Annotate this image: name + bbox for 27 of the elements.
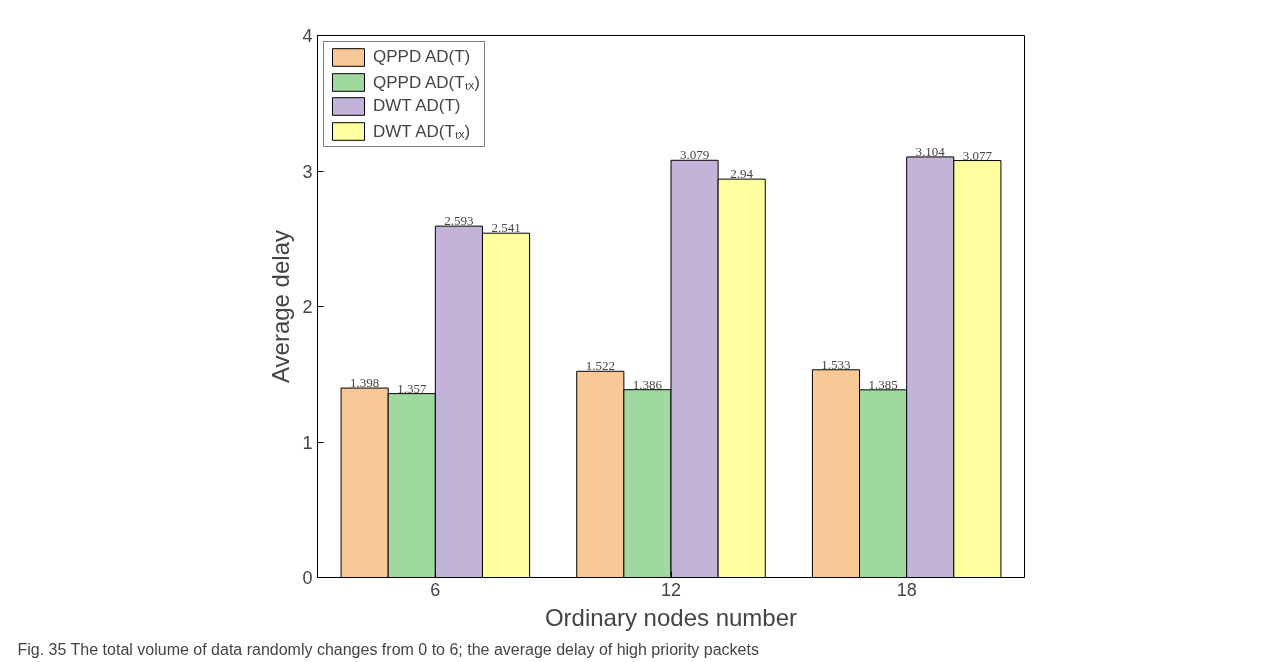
y-tick-label: 1 xyxy=(302,432,313,453)
x-tick-label: 18 xyxy=(896,579,917,600)
y-tick-label: 3 xyxy=(302,161,313,182)
y-tick-label: 0 xyxy=(302,568,313,588)
data-label: 2.593 xyxy=(444,213,474,229)
data-label: 1.398 xyxy=(350,375,380,391)
data-label: 1.533 xyxy=(821,356,851,372)
x-axis-title: Ordinary nodes number xyxy=(544,603,798,631)
data-label: 2.94 xyxy=(730,166,754,182)
x-tick-label: 6 xyxy=(430,579,441,600)
legend-label: DWT AD(T) xyxy=(373,96,461,116)
legend-label: QPPD AD(Tₜₓ) xyxy=(373,72,480,93)
y-tick-label: 2 xyxy=(302,297,313,317)
legend-label: QPPD AD(T) xyxy=(373,47,471,67)
data-label: 1.357 xyxy=(397,380,427,396)
y-axis-title: Average delay xyxy=(267,230,295,383)
data-label: 2.541 xyxy=(491,220,521,236)
data-label: 1.522 xyxy=(585,358,615,374)
data-label: 3.104 xyxy=(915,143,946,159)
data-label: 1.386 xyxy=(632,376,663,392)
y-tick-label: 4 xyxy=(302,26,313,46)
data-label: 3.079 xyxy=(679,147,710,163)
data-label: 1.385 xyxy=(868,376,898,392)
x-tick-label: 12 xyxy=(660,579,682,600)
data-label: 3.077 xyxy=(962,147,993,163)
caption: Fig. 35 The total volume of data randomly changes from 0 to 6; the average delay of high priority packets xyxy=(17,640,759,658)
legend-label: DWT AD(Tₜₓ) xyxy=(373,121,471,142)
